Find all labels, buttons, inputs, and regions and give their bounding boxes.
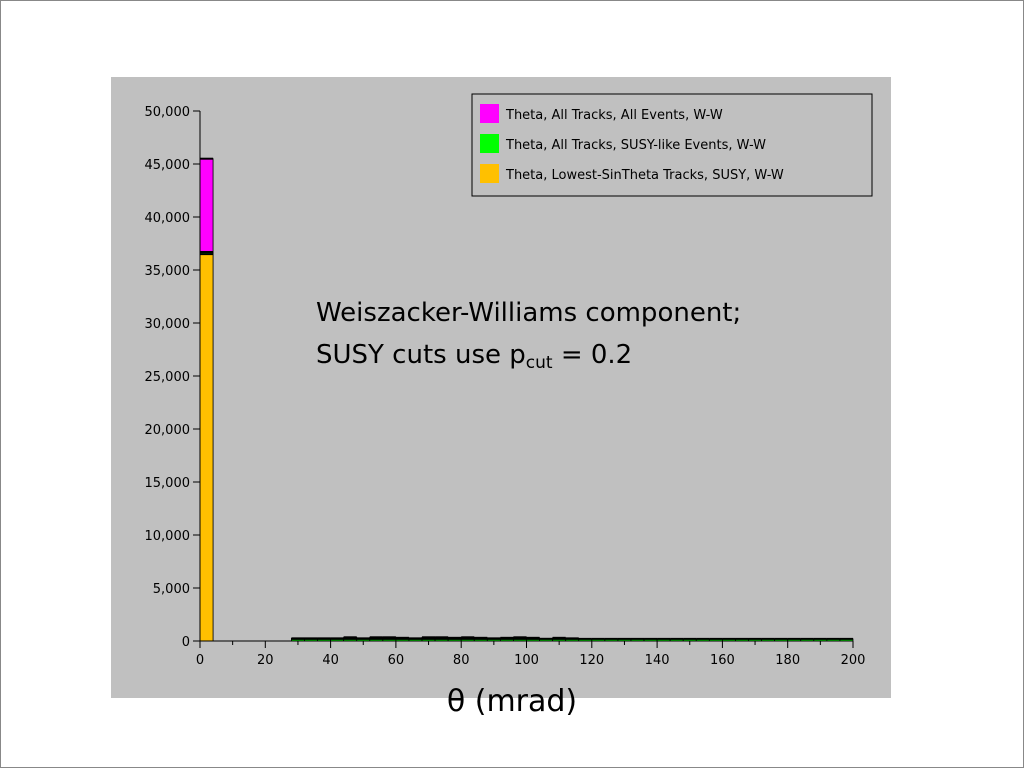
x-tick-label: 140 — [645, 653, 670, 668]
legend-box — [471, 93, 873, 197]
y-tick-label: 5,000 — [153, 582, 190, 597]
x-tick-label: 100 — [514, 653, 539, 668]
annotation-line-2: SUSY cuts use pcut = 0.2 — [316, 334, 741, 384]
x-axis-title: θ (mrad) — [446, 684, 578, 719]
x-tick-label: 0 — [196, 653, 204, 668]
y-tick-label: 35,000 — [145, 264, 191, 279]
plot-panel: 0 5,000 10,000 15,000 20,000 25,000 30,000 35,0… — [111, 77, 891, 698]
histogram-chart: 0 5,000 10,000 15,000 20,000 25,000 30,000 35,0… — [145, 93, 873, 668]
x-tick-label: 40 — [322, 653, 339, 668]
legend-label: Theta, Lowest-SinTheta Tracks, SUSY, W-W — [505, 168, 784, 183]
y-tick-label: 0 — [182, 635, 190, 650]
legend-swatch — [480, 104, 499, 123]
y-tick-label: 30,000 — [145, 317, 191, 332]
x-tick-label: 120 — [579, 653, 604, 668]
x-tick-label: 80 — [453, 653, 470, 668]
annotation-line-2-prefix: SUSY cuts use p — [316, 340, 526, 370]
x-tick-label: 180 — [775, 653, 800, 668]
y-tick-label: 15,000 — [145, 476, 191, 491]
axes-layer: 0 5,000 10,000 15,000 20,000 25,000 30,000 35,0… — [145, 105, 866, 668]
legend-label: Theta, All Tracks, All Events, W-W — [505, 108, 723, 123]
annotation-line-2-suffix: = 0.2 — [552, 340, 633, 370]
x-tick-label: 160 — [710, 653, 735, 668]
y-tick-label: 45,000 — [145, 158, 191, 173]
legend-swatch — [480, 134, 499, 153]
y-tick-label: 20,000 — [145, 423, 191, 438]
y-tick-label: 40,000 — [145, 211, 191, 226]
legend: Theta, All Tracks, All Events, W-W Theta,… — [471, 93, 873, 197]
legend-swatch — [480, 164, 499, 183]
y-tick-label: 25,000 — [145, 370, 191, 385]
y-tick-label: 10,000 — [145, 529, 191, 544]
x-tick-label: 20 — [257, 653, 274, 668]
annotation-subscript: cut — [525, 353, 553, 373]
bar-series-3 — [199, 253, 214, 642]
x-tick-label: 200 — [841, 653, 866, 668]
chart-annotation: Weiszacker-Williams component; SUSY cuts… — [316, 292, 741, 384]
legend-label: Theta, All Tracks, SUSY-like Events, W-W — [505, 138, 766, 153]
annotation-line-1: Weiszacker-Williams component; — [316, 298, 742, 328]
y-tick-label: 50,000 — [145, 105, 191, 120]
bars-layer — [199, 157, 854, 642]
x-tick-label: 60 — [388, 653, 405, 668]
